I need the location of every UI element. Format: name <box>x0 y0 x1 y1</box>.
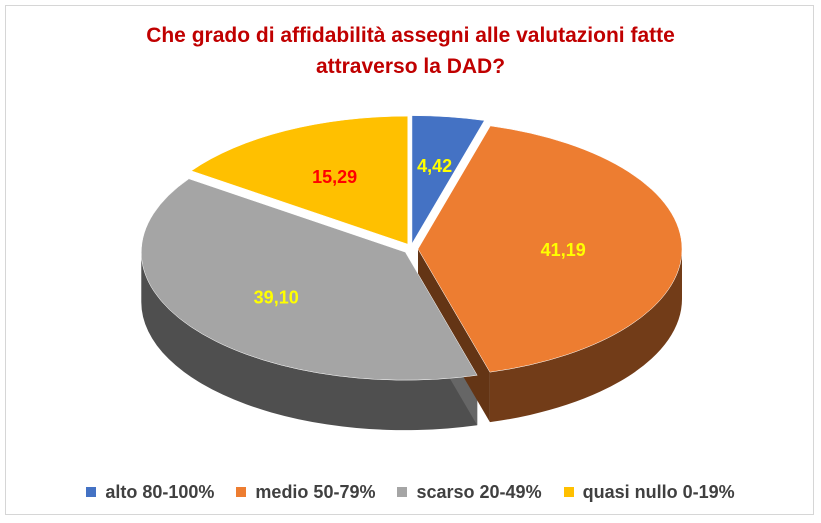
legend: alto 80-100% medio 50-79% scarso 20-49% … <box>0 478 821 506</box>
legend-item-scarso: scarso 20-49% <box>397 481 542 503</box>
legend-item-quasi-nullo: quasi nullo 0-19% <box>563 481 735 503</box>
legend-label-scarso: scarso 20-49% <box>416 481 542 502</box>
pie-side-medio <box>489 249 682 423</box>
chart-title-line-1: Che grado di affidabilità assegni alle v… <box>146 24 675 47</box>
pie-side-scarso <box>141 252 478 431</box>
legend-label-quasi-nullo: quasi nullo 0-19% <box>582 481 735 502</box>
data-label-alto: 4,42 <box>417 156 452 176</box>
legend-swatch-alto <box>86 487 97 497</box>
data-label-quasi-nullo: 15,29 <box>312 167 357 187</box>
legend-swatch-quasi-nullo <box>563 487 574 497</box>
legend-swatch-medio <box>236 487 247 497</box>
legend-label-medio: medio 50-79% <box>255 481 376 502</box>
legend-item-alto: alto 80-100% <box>86 482 214 503</box>
legend-label-alto: alto 80-100% <box>105 481 215 502</box>
pie-data-labels: 4,42 41,19 39,10 15,29 <box>254 156 586 308</box>
pie-slice-medio <box>417 125 683 373</box>
pie-slice-scarso <box>141 178 478 381</box>
pie-tops <box>141 115 683 381</box>
chart-title-line-2: attraverso la DAD? <box>315 55 506 78</box>
chart-title: Che grado di affidabilità assegni alle v… <box>0 20 821 82</box>
pie-slice-alto <box>411 115 485 245</box>
legend-swatch-scarso <box>397 487 408 497</box>
pie-slice-quasi-nullo <box>190 115 409 245</box>
data-label-medio: 41,19 <box>541 240 586 260</box>
data-label-scarso: 39,10 <box>254 288 299 308</box>
legend-item-medio: medio 50-79% <box>236 482 375 503</box>
